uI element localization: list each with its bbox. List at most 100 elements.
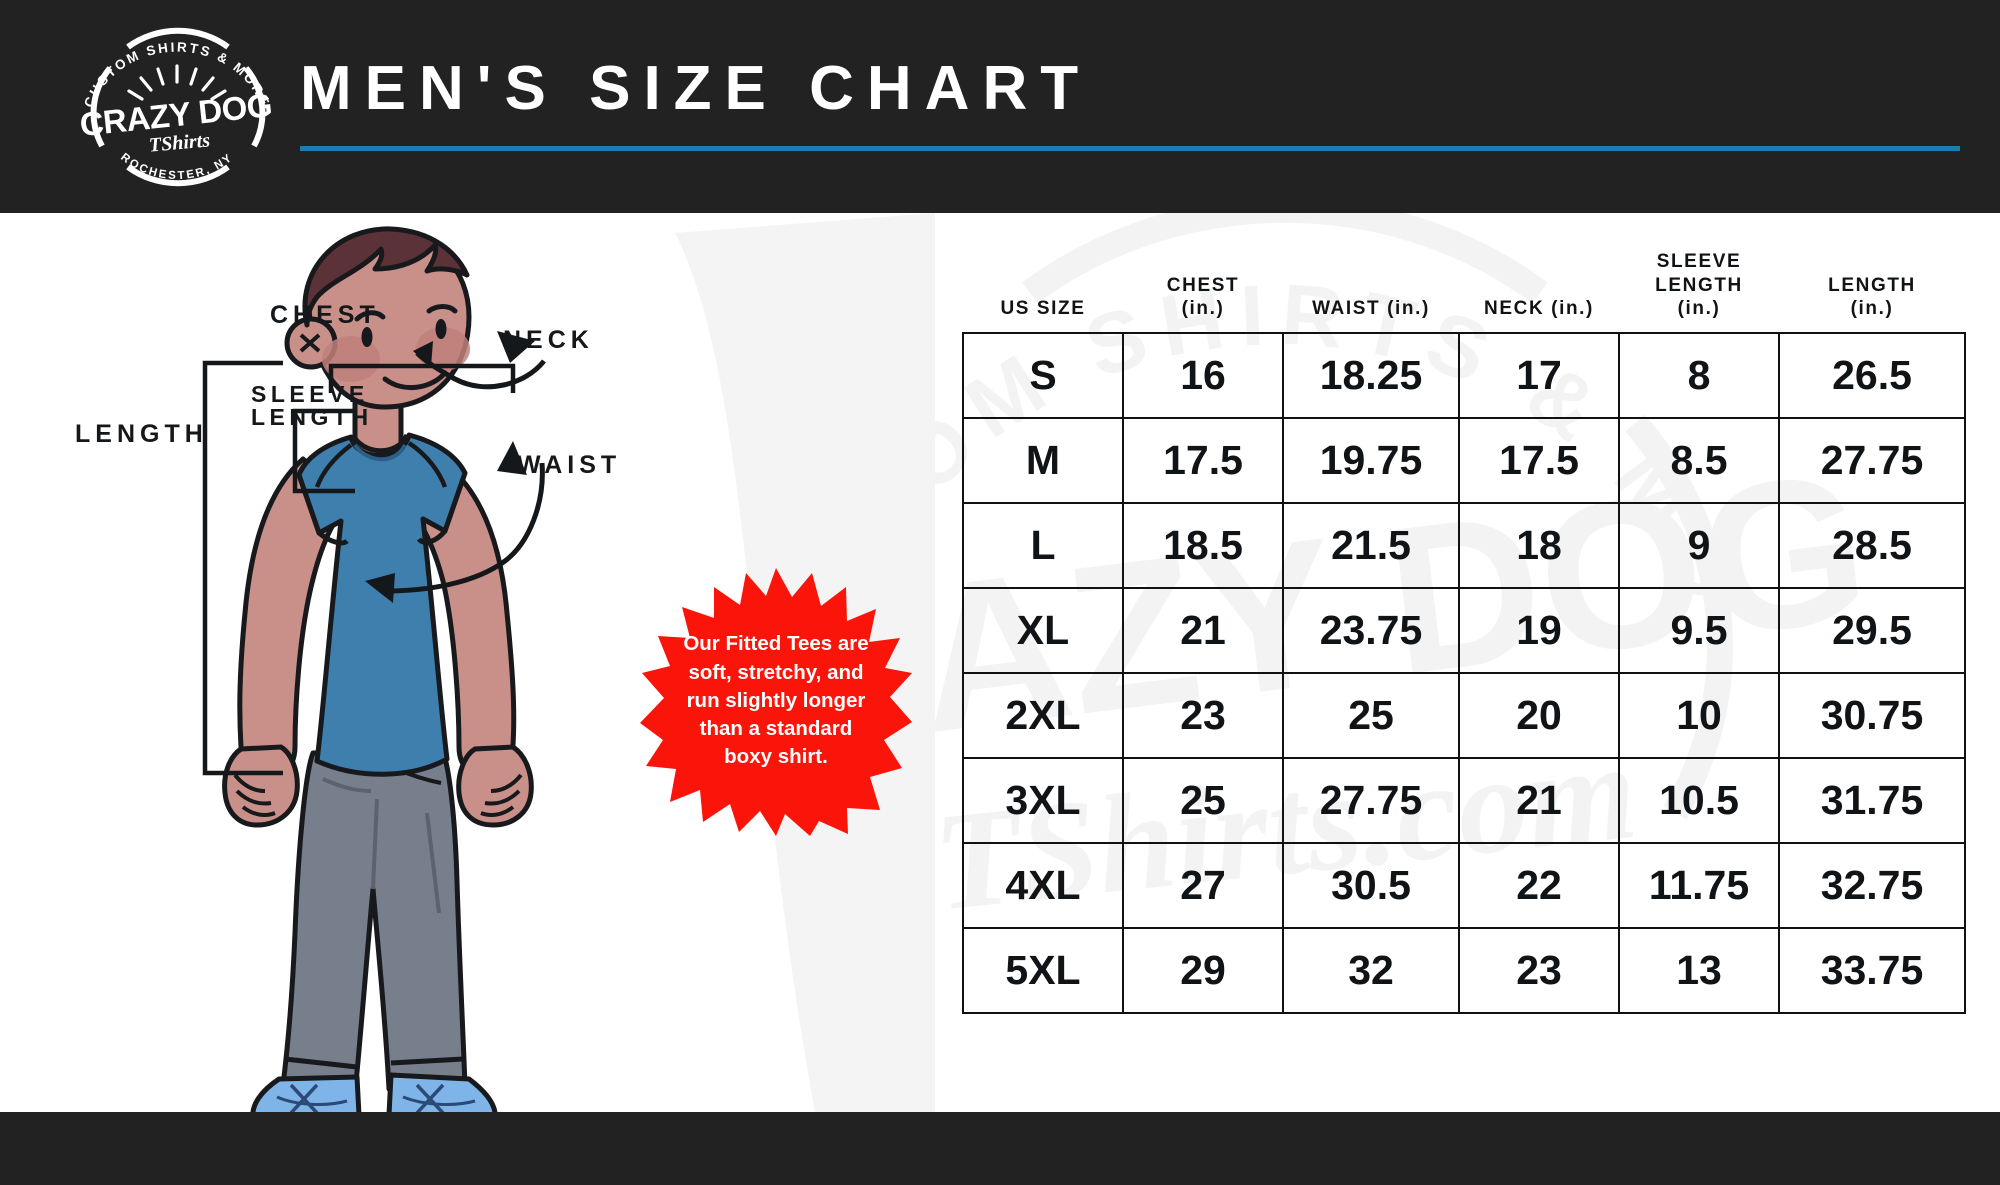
cell-neck: 20	[1458, 672, 1620, 759]
header-sleeve-line2: LENGTH	[1655, 274, 1743, 296]
column-header-sleeve-length: SLEEVE LENGTH (in.)	[1619, 213, 1779, 333]
badge-line-3: run slightly longer	[686, 688, 866, 712]
person-figure	[222, 226, 534, 1112]
cell-waist: 25	[1282, 672, 1460, 759]
right-shoe	[386, 1072, 498, 1112]
cell-chest: 21	[1122, 587, 1284, 674]
cell-size: 5XL	[962, 927, 1124, 1014]
neck-arrow-head	[497, 331, 535, 363]
cell-neck: 19	[1458, 587, 1620, 674]
t-shirt	[296, 432, 468, 777]
table-row: M 17.5 19.75 17.5 8.5 27.75	[962, 417, 1966, 504]
badge-text: Our Fitted Tees are soft, stretchy, and …	[640, 566, 912, 836]
label-sleeve-length: SLEEVE LENGTH	[251, 381, 373, 431]
brand-logo[interactable]: CUSTOM SHIRTS & MORE CRAZY DOG TShirts R…	[68, 22, 286, 190]
label-waist: WAIST	[517, 451, 622, 479]
title-block: MEN'S SIZE CHART	[300, 58, 1960, 151]
cell-waist: 23.75	[1282, 587, 1460, 674]
cell-length: 31.75	[1778, 757, 1966, 844]
cell-length: 26.5	[1778, 332, 1966, 419]
table-header-row: US SIZE CHEST (in.) WAIST (in.) NECK (in…	[963, 213, 1965, 333]
column-header-neck: NECK (in.)	[1459, 213, 1619, 333]
svg-text:ROCHESTER, NY: ROCHESTER, NY	[118, 151, 235, 182]
left-cheek	[322, 336, 380, 382]
shirt-collar	[350, 433, 410, 454]
column-header-length: LENGTH (in.)	[1779, 213, 1965, 333]
label-chest: CHEST	[270, 301, 380, 329]
badge-line-1: Our Fitted Tees are	[683, 632, 869, 656]
header-waist-line1: WAIST (in.)	[1312, 297, 1430, 319]
logo-sub-text: TShirts	[148, 129, 211, 156]
length-bracket	[202, 360, 283, 776]
table-row: 3XL 25 27.75 21 10.5 31.75	[962, 757, 1966, 844]
cell-neck: 23	[1458, 927, 1620, 1014]
badge-line-2: soft, stretchy, and	[688, 660, 864, 684]
cell-chest: 18.5	[1122, 502, 1284, 589]
cell-neck: 18	[1458, 502, 1620, 589]
column-header-us-size: US SIZE	[963, 213, 1123, 333]
header-length-line1: LENGTH	[1828, 274, 1916, 296]
label-neck: NECK	[503, 326, 594, 354]
cell-sleeve: 11.75	[1618, 842, 1780, 929]
cell-waist: 19.75	[1282, 417, 1460, 504]
cell-sleeve: 10.5	[1618, 757, 1780, 844]
waist-arrow-head	[497, 441, 527, 475]
label-sleeve-line1: SLEEVE	[251, 381, 369, 407]
size-table-area: US SIZE CHEST (in.) WAIST (in.) NECK (in…	[962, 213, 1966, 1093]
logo-bottom-text: ROCHESTER, NY	[118, 151, 233, 182]
cell-sleeve: 13	[1618, 927, 1780, 1014]
title-underline-rule	[300, 146, 1960, 151]
cell-waist: 21.5	[1282, 502, 1460, 589]
header-chest-line2: (in.)	[1181, 297, 1225, 319]
page-title: MEN'S SIZE CHART	[300, 54, 1092, 123]
mouth	[382, 370, 448, 391]
cell-length: 30.75	[1778, 672, 1966, 759]
pants	[280, 748, 468, 1096]
cell-waist: 18.25	[1282, 332, 1460, 419]
waist-arrow-line	[384, 462, 545, 594]
cell-neck: 22	[1458, 842, 1620, 929]
cell-size: L	[962, 502, 1124, 589]
left-hand	[222, 744, 300, 828]
badge-line-5: boxy shirt.	[724, 745, 828, 769]
cell-length: 32.75	[1778, 842, 1966, 929]
cell-chest: 23	[1122, 672, 1284, 759]
cell-neck: 17	[1458, 332, 1620, 419]
cell-sleeve: 9.5	[1618, 587, 1780, 674]
cell-chest: 17.5	[1122, 417, 1284, 504]
label-sleeve-line2: LENGTH	[251, 404, 373, 431]
column-header-chest: CHEST (in.)	[1123, 213, 1283, 333]
table-row: S 16 18.25 17 8 26.5	[962, 332, 1966, 419]
hair	[302, 226, 470, 328]
cell-waist: 30.5	[1282, 842, 1460, 929]
header-bar: CUSTOM SHIRTS & MORE CRAZY DOG TShirts R…	[0, 0, 2000, 213]
table-row: XL 21 23.75 19 9.5 29.5	[962, 587, 1966, 674]
cell-size: S	[962, 332, 1124, 419]
table-row: L 18.5 21.5 18 9 28.5	[962, 502, 1966, 589]
content-area: CUSTOM SHIRTS & MORE CRAZY DOG TShirts.c…	[0, 213, 2000, 1112]
size-chart-table: US SIZE CHEST (in.) WAIST (in.) NECK (in…	[962, 213, 1966, 1014]
right-hand	[456, 744, 534, 828]
starburst-shape	[640, 568, 912, 836]
table-body: S 16 18.25 17 8 26.5 M 17.5 19.75 17.5 8…	[962, 332, 1966, 1014]
cell-size: 3XL	[962, 757, 1124, 844]
cell-length: 27.75	[1778, 417, 1966, 504]
cell-chest: 29	[1122, 927, 1284, 1014]
table-row: 2XL 23 25 20 10 30.75	[962, 672, 1966, 759]
cell-sleeve: 9	[1618, 502, 1780, 589]
cell-neck: 21	[1458, 757, 1620, 844]
cell-chest: 27	[1122, 842, 1284, 929]
cell-size: 2XL	[962, 672, 1124, 759]
cell-waist: 32	[1282, 927, 1460, 1014]
pointer-arrows	[365, 331, 546, 603]
cell-waist: 27.75	[1282, 757, 1460, 844]
header-sleeve-line3: (in.)	[1677, 297, 1721, 319]
chest-bracket	[328, 363, 516, 393]
header-sleeve-line1: SLEEVE	[1656, 251, 1742, 273]
measurement-illustration: CHEST NECK SLEEVE LENGTH LENGTH WAIST	[55, 213, 935, 1112]
left-eye	[361, 327, 373, 347]
cell-sleeve: 10	[1618, 672, 1780, 759]
cell-chest: 25	[1122, 757, 1284, 844]
cell-sleeve: 8.5	[1618, 417, 1780, 504]
left-shoe	[250, 1074, 362, 1112]
